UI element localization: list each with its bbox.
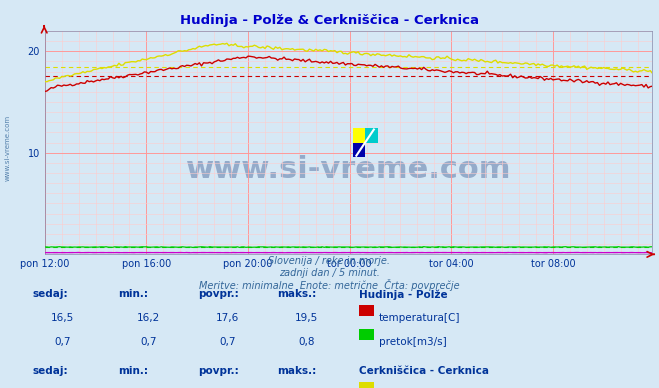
Text: sedaj:: sedaj: [33, 289, 69, 299]
Text: maks.:: maks.: [277, 289, 316, 299]
Text: pretok[m3/s]: pretok[m3/s] [379, 337, 447, 347]
Text: 16,2: 16,2 [136, 313, 160, 323]
Text: 17,6: 17,6 [215, 313, 239, 323]
Text: 19,5: 19,5 [295, 313, 318, 323]
Text: zadnji dan / 5 minut.: zadnji dan / 5 minut. [279, 268, 380, 278]
Text: Meritve: minimalne  Enote: metrične  Črta: povprečje: Meritve: minimalne Enote: metrične Črta:… [199, 279, 460, 291]
Text: Cerkniščica - Cerknica: Cerkniščica - Cerknica [359, 366, 489, 376]
Text: min.:: min.: [119, 366, 149, 376]
Text: 16,5: 16,5 [51, 313, 74, 323]
Text: sedaj:: sedaj: [33, 366, 69, 376]
Text: 0,8: 0,8 [298, 337, 315, 347]
Bar [353, 143, 365, 157]
Text: www.si-vreme.com: www.si-vreme.com [5, 114, 11, 180]
Text: 0,7: 0,7 [140, 337, 157, 347]
Text: Slovenija / reke in morje.: Slovenija / reke in morje. [268, 256, 391, 266]
Bar [353, 128, 365, 143]
Text: 0,7: 0,7 [219, 337, 236, 347]
Text: 0,7: 0,7 [54, 337, 71, 347]
Bar [365, 128, 378, 143]
Text: povpr.:: povpr.: [198, 289, 239, 299]
Text: temperatura[C]: temperatura[C] [379, 313, 461, 323]
Text: povpr.:: povpr.: [198, 366, 239, 376]
Text: Hudinja - Polže: Hudinja - Polže [359, 289, 447, 300]
Text: min.:: min.: [119, 289, 149, 299]
Text: maks.:: maks.: [277, 366, 316, 376]
Text: www.si-vreme.com: www.si-vreme.com [186, 155, 511, 184]
Text: Hudinja - Polže & Cerkniščica - Cerknica: Hudinja - Polže & Cerkniščica - Cerknica [180, 14, 479, 27]
